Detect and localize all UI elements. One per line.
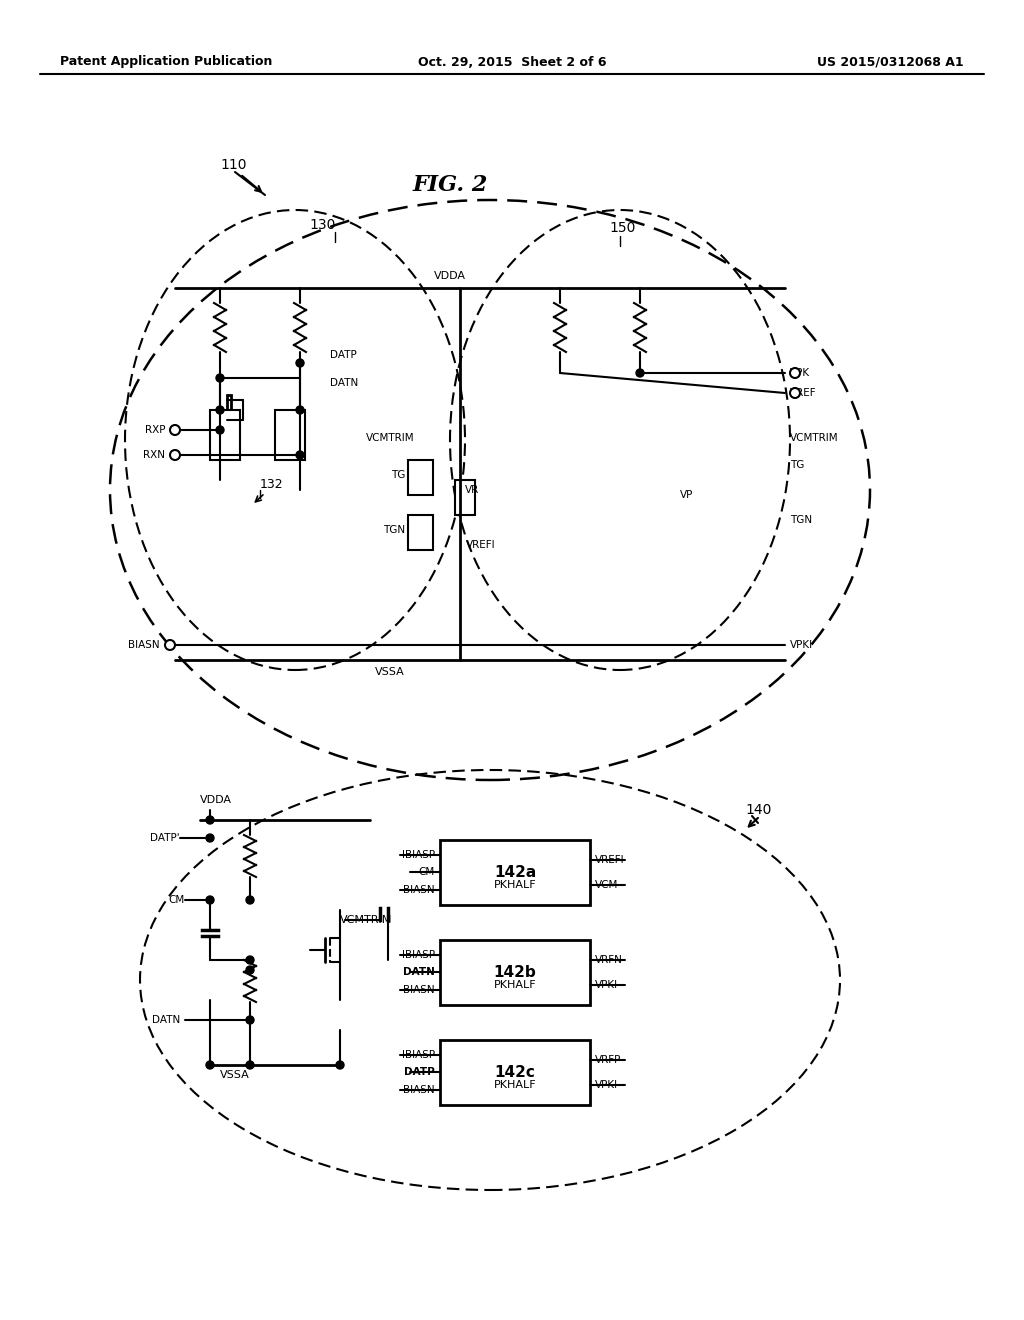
Circle shape <box>206 834 214 842</box>
Text: IBIASP: IBIASP <box>401 1049 435 1060</box>
Text: DATP': DATP' <box>151 833 180 843</box>
Circle shape <box>206 816 214 824</box>
Text: 110: 110 <box>220 158 247 172</box>
Text: VSSA: VSSA <box>375 667 404 677</box>
Circle shape <box>246 896 254 904</box>
Text: 140: 140 <box>745 803 771 817</box>
Text: 142a: 142a <box>494 865 537 880</box>
Text: TG: TG <box>790 459 805 470</box>
Text: BIASN: BIASN <box>403 1085 435 1096</box>
Circle shape <box>336 1061 344 1069</box>
Bar <box>440 1040 590 1105</box>
Text: CM: CM <box>419 867 435 876</box>
Text: VSSA: VSSA <box>220 1071 250 1080</box>
Circle shape <box>636 370 644 378</box>
Text: RXP: RXP <box>144 425 165 436</box>
Text: 150: 150 <box>610 220 636 235</box>
Text: VR: VR <box>465 484 479 495</box>
Text: DATP: DATP <box>404 1067 435 1077</box>
Text: VPK: VPK <box>790 368 810 378</box>
Text: IBIASP: IBIASP <box>401 950 435 960</box>
Text: 142c: 142c <box>495 1065 536 1080</box>
Text: VCMTRIM: VCMTRIM <box>790 433 839 444</box>
Text: VREF: VREF <box>790 388 816 399</box>
Text: VPKI: VPKI <box>790 640 813 649</box>
Text: Oct. 29, 2015  Sheet 2 of 6: Oct. 29, 2015 Sheet 2 of 6 <box>418 55 606 69</box>
Circle shape <box>790 368 800 378</box>
Text: VCM: VCM <box>595 880 618 890</box>
Bar <box>455 480 475 515</box>
Text: DATN: DATN <box>330 378 358 388</box>
Text: VDDA: VDDA <box>200 795 232 805</box>
Circle shape <box>216 374 224 381</box>
Text: VREFI: VREFI <box>595 855 625 865</box>
Circle shape <box>216 426 224 434</box>
Circle shape <box>296 407 304 414</box>
Bar <box>227 395 231 425</box>
Text: PKHALF: PKHALF <box>494 979 537 990</box>
Bar <box>440 940 590 1005</box>
Circle shape <box>246 1016 254 1024</box>
Circle shape <box>296 359 304 367</box>
Text: 130: 130 <box>310 218 336 232</box>
Circle shape <box>170 450 180 459</box>
Text: VP: VP <box>680 490 693 500</box>
Circle shape <box>216 407 224 414</box>
Text: 132: 132 <box>260 479 284 491</box>
Circle shape <box>170 425 180 436</box>
Text: US 2015/0312068 A1: US 2015/0312068 A1 <box>817 55 964 69</box>
Text: FIG. 2: FIG. 2 <box>413 174 487 195</box>
Bar <box>275 411 305 459</box>
Text: DATN: DATN <box>403 968 435 977</box>
Text: PKHALF: PKHALF <box>494 879 537 890</box>
Text: 142b: 142b <box>494 965 537 979</box>
Text: PKHALF: PKHALF <box>494 1080 537 1089</box>
Text: VDDA: VDDA <box>434 271 466 281</box>
Text: CM: CM <box>169 895 185 906</box>
Circle shape <box>246 966 254 974</box>
Text: VPKI: VPKI <box>595 1080 618 1090</box>
Text: Patent Application Publication: Patent Application Publication <box>60 55 272 69</box>
Circle shape <box>165 640 175 649</box>
Circle shape <box>246 956 254 964</box>
Text: DATP: DATP <box>330 350 356 360</box>
Text: VPKI: VPKI <box>595 979 618 990</box>
Text: IBIASP: IBIASP <box>401 850 435 861</box>
Bar <box>408 515 433 550</box>
Bar <box>440 840 590 906</box>
Circle shape <box>206 896 214 904</box>
Circle shape <box>296 451 304 459</box>
Text: TGN: TGN <box>383 525 406 535</box>
Bar <box>210 411 240 459</box>
Circle shape <box>246 1061 254 1069</box>
Text: RXN: RXN <box>143 450 165 459</box>
Text: TG: TG <box>390 470 406 480</box>
Text: DATN: DATN <box>152 1015 180 1026</box>
Text: BIASN: BIASN <box>128 640 160 649</box>
Circle shape <box>206 1061 214 1069</box>
Text: VRFP: VRFP <box>595 1055 622 1065</box>
Bar <box>408 459 433 495</box>
Text: VCMTRIM: VCMTRIM <box>340 915 392 925</box>
Text: VRFN: VRFN <box>595 954 623 965</box>
Text: BIASN: BIASN <box>403 884 435 895</box>
Text: VCMTRIM: VCMTRIM <box>367 433 415 444</box>
Text: BIASN: BIASN <box>403 985 435 995</box>
Circle shape <box>790 388 800 399</box>
Text: VREFI: VREFI <box>466 540 496 550</box>
Text: TGN: TGN <box>790 515 812 525</box>
